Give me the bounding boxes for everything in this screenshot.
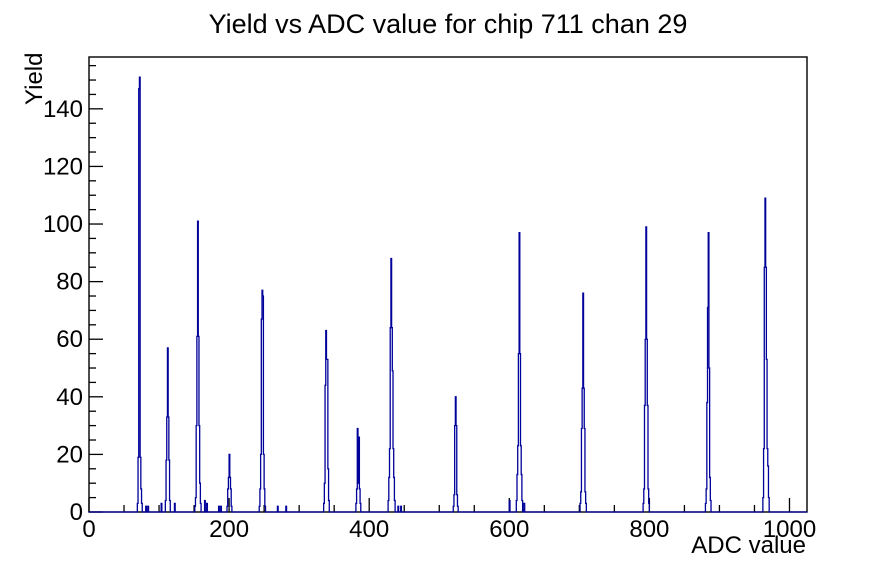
y-tick-label: 20 xyxy=(56,441,83,468)
x-tick-label: 1000 xyxy=(763,516,816,543)
x-tick-label: 600 xyxy=(489,516,529,543)
y-tick-label: 120 xyxy=(43,153,83,180)
yield-histogram-line xyxy=(89,76,807,513)
y-tick-label: 100 xyxy=(43,211,83,238)
chart-title: Yield vs ADC value for chip 711 chan 29 xyxy=(208,9,688,39)
y-axis-title: Yield xyxy=(21,52,48,105)
y-tick-label: 40 xyxy=(56,384,83,411)
x-tick-label: 800 xyxy=(629,516,669,543)
y-tick-label: 140 xyxy=(43,96,83,123)
y-tick-label: 80 xyxy=(56,269,83,296)
y-tick-label: 60 xyxy=(56,326,83,353)
x-tick-label: 0 xyxy=(82,516,95,543)
x-tick-label: 200 xyxy=(209,516,249,543)
x-tick-label: 400 xyxy=(349,516,389,543)
x-axis-title: ADC value xyxy=(691,532,806,559)
y-tick-label: 0 xyxy=(70,499,83,526)
